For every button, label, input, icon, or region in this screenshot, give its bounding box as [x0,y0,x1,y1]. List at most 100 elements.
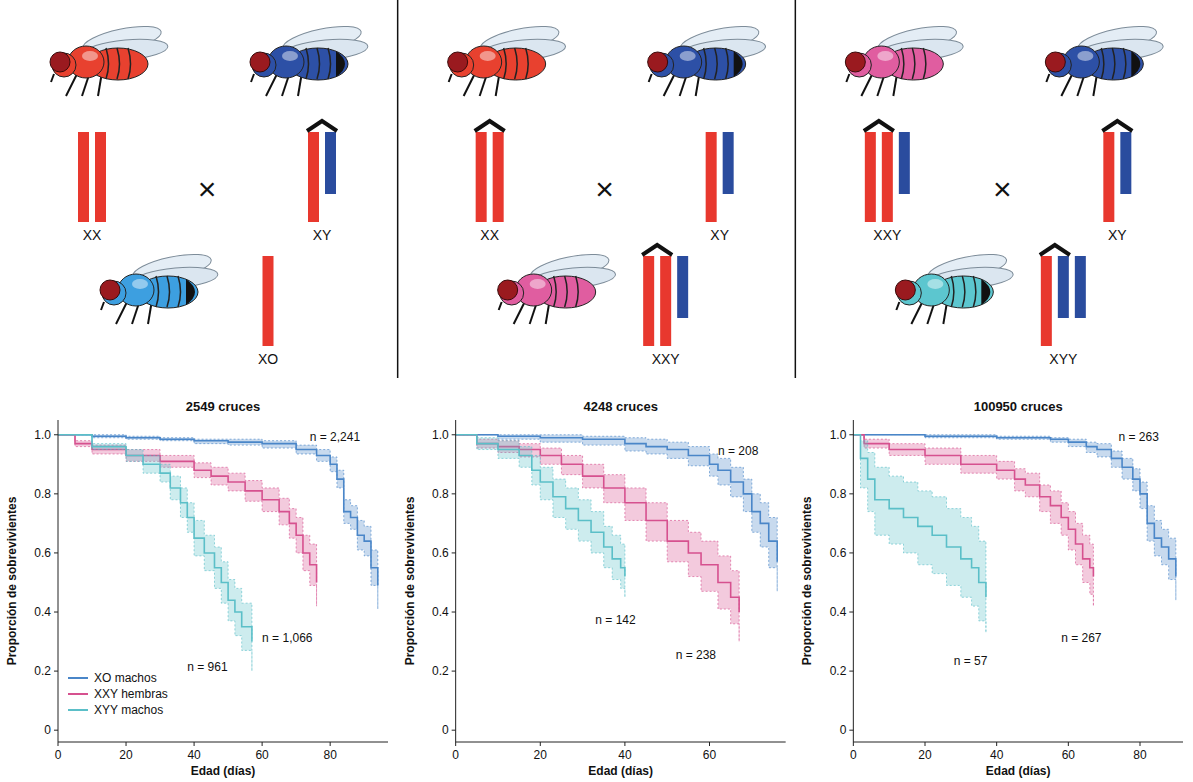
n-annotation: n = 238 [676,648,717,662]
x-chromosome [1041,256,1052,346]
fly-stripe [328,48,331,79]
y-tick [452,552,456,553]
fly-eye [1045,52,1065,72]
y-tick-label: 0 [44,723,51,737]
karyotype: XYY [1040,245,1086,367]
x-tick-label: 0 [452,748,459,762]
y-tick-label: 0.6 [830,546,847,560]
fly-tip [981,279,990,305]
legend-label: XXY hembras [94,687,168,701]
y-tick-label: 0.8 [432,487,449,501]
x-tick-label: 40 [990,748,1004,762]
fly-stripe [156,276,159,307]
fly-proboscis [1046,74,1049,82]
y-chromosome [1058,256,1069,318]
x-axis [58,742,388,743]
y-axis-title: Proporción de sobrevivientes [800,496,814,665]
survival-curve [456,435,739,612]
fly [648,21,767,96]
karyotype-label: XX [480,227,499,243]
x-axis-title: Edad (días) [986,764,1051,778]
fly-stripe [504,48,507,79]
fly-proboscis [251,74,254,82]
x-tick-label: 20 [119,748,133,762]
plot-data [456,435,778,642]
karyotype: XXY [864,121,910,243]
karyotype-label: XXY [873,227,902,243]
x-chromosome [1103,132,1114,222]
fly-eye [100,280,120,300]
karyotype-label: XY [710,227,729,243]
n-annotation: n = 1,066 [262,631,313,645]
confidence-band [58,435,252,671]
y-tick-label: 0 [840,723,847,737]
fly-stripe [704,48,707,79]
fly-proboscis [896,302,899,310]
y-tick-label: 0.8 [830,487,847,501]
chart-title: 4248 cruces [583,399,657,414]
karyotype-label: XX [83,227,102,243]
fly-stripe [973,276,976,307]
x-axis-title: Edad (días) [191,764,256,778]
fly-eye [250,52,270,72]
fly [448,21,567,96]
fly-stripe [715,48,718,79]
fly-stripe [128,48,131,79]
fly-stripe [726,48,729,79]
fly-stripe [117,48,120,79]
confidence-band [853,435,986,633]
y-tick [54,434,58,435]
n-annotation: n = 961 [187,660,228,674]
x-chromosome [865,132,876,222]
x-axis-title: Edad (días) [588,764,653,778]
legend-label: XO machos [94,671,157,685]
x-tick [1140,742,1141,746]
y-axis [853,420,854,742]
karyotype: XX [78,132,106,243]
x-tick [996,742,997,746]
karyotype: XY [1102,121,1132,243]
x-tick-label: 20 [534,748,548,762]
fly-stripe [901,48,904,79]
fly-eye [498,280,518,300]
fly-shine [877,51,893,61]
y-tick [452,493,456,494]
x-chromosome [263,256,274,346]
fly-shine [680,51,696,61]
divider [397,0,399,378]
y-tick-label: 0.2 [830,664,847,678]
fly-stripe [923,48,926,79]
karyotype-label: XXY [652,351,681,367]
y-tick [452,434,456,435]
fly-shine [927,279,943,289]
fly-eye [50,52,70,72]
y-chromosome [677,256,688,318]
x-chromosome [95,132,106,222]
y-tick [849,552,853,553]
fly-stripe [306,48,309,79]
y-tick [849,730,853,731]
x-chromosome [308,132,319,222]
attachment-hat [1040,245,1070,255]
n-annotation: n = 142 [595,613,636,627]
y-tick [54,671,58,672]
x-axis [456,742,786,743]
legend: XO machosXXY hembrasXYY machos [68,671,168,717]
x-tick-label: 40 [618,748,632,762]
x-chromosome [493,132,504,222]
n-annotation: n = 2,241 [310,430,361,444]
x-tick-label: 80 [323,748,337,762]
fly-stripe [1112,48,1115,79]
x-tick [1068,742,1069,746]
attachment-hat [864,121,894,131]
survival-curve [456,435,625,577]
fly-stripe [106,48,109,79]
fly-proboscis [449,74,452,82]
x-chromosome [476,132,487,222]
chart-panel: 00.20.40.60.81.0020406080100950 crucesEd… [800,399,1183,778]
y-axis [58,420,59,742]
cross: XXXY×XXY [398,0,767,378]
fly-shine [82,51,98,61]
fly-stripe [526,48,529,79]
y-tick [849,434,853,435]
